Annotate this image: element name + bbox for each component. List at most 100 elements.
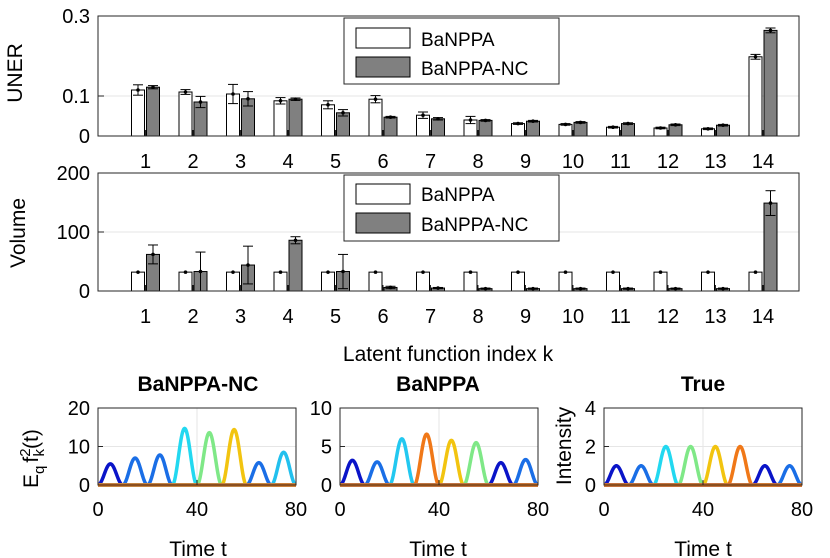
- volume-point-13: [706, 270, 710, 274]
- uner-point-12: [673, 123, 678, 127]
- volume-point-12: [658, 270, 663, 274]
- uner-point-3: [246, 97, 250, 101]
- banppa-xtick-label: 40: [428, 499, 450, 521]
- banppa-nc-xtick-label: 40: [186, 499, 208, 521]
- true-axes-box: [603, 407, 803, 486]
- uner-bar-banppa-6: [368, 98, 383, 137]
- uner-bar-banppa-nc-6: [383, 116, 398, 137]
- banppa-nc-xtick-label: 0: [92, 499, 103, 521]
- volume-point-3: [246, 263, 250, 267]
- volume-legend: BaNPPA BaNPPA-NC: [343, 174, 560, 242]
- volume-point-13: [721, 286, 725, 291]
- banppa-axes-box: [339, 407, 539, 486]
- uner-xtick-label: 2: [187, 151, 198, 173]
- volume-bar-banppa-9: [511, 271, 525, 292]
- volume-xtick-label: 9: [520, 306, 531, 328]
- volume-point-7: [436, 286, 440, 290]
- volume-point-2: [198, 269, 203, 274]
- volume-bar-banppa-5: [321, 271, 335, 292]
- banppa-nc-ytick-label: 0: [79, 475, 90, 497]
- true-ytick-label: 2: [585, 437, 596, 459]
- volume-xtick-label: 6: [377, 306, 388, 328]
- banppa-nc-ylabel-sub: k: [31, 448, 48, 456]
- volume-point-4: [278, 270, 283, 274]
- volume-xtick-label: 10: [562, 306, 584, 328]
- volume-point-14: [753, 270, 758, 274]
- banppa-nc-ylabel-t: (t): [20, 429, 43, 449]
- banppa-ytick-label: 0: [321, 475, 332, 497]
- uner-point-9: [516, 121, 520, 126]
- volume-point-10: [578, 286, 583, 291]
- volume-axes-box: [97, 172, 800, 292]
- banppa-nc-ylabel: Eqf2k(t): [17, 429, 48, 488]
- true-xtick-label: 40: [692, 499, 714, 521]
- volume-point-14: [768, 201, 773, 205]
- uner-xtick-label: 12: [657, 151, 679, 173]
- uner-bar-banppa-2: [178, 91, 193, 137]
- uner-point-13: [721, 123, 725, 127]
- true-xtick-label: 0: [598, 499, 609, 521]
- uner-point-7: [421, 113, 425, 117]
- volume-legend-label-banppa: BaNPPA: [421, 185, 495, 206]
- uner-point-14: [753, 55, 758, 59]
- uner-xtick-label: 4: [282, 151, 293, 173]
- volume-legend-swatch-banppa: [355, 183, 411, 205]
- uner-xtick-label: 14: [752, 151, 774, 173]
- uner-xtick-label: 13: [704, 151, 726, 173]
- uner-xtick-label: 1: [140, 151, 151, 173]
- volume-bar-banppa-nc-4: [288, 239, 303, 292]
- volume-xtick-label: 13: [704, 306, 726, 328]
- uner-xtick-label: 11: [610, 151, 631, 173]
- volume-bar-banppa-4: [273, 271, 288, 292]
- volume-point-2: [183, 270, 188, 274]
- uner-point-9: [531, 119, 535, 123]
- uner-ytick-label: 0: [79, 126, 90, 148]
- volume-xtick-label: 3: [235, 306, 246, 328]
- volume-xlabel: Latent function index k: [343, 343, 554, 366]
- uner-point-8: [468, 118, 473, 122]
- banppa-nc-ytick-label: 20: [68, 398, 90, 420]
- volume-xtick-label: 14: [752, 306, 774, 328]
- true-xtick-label: 80: [791, 499, 813, 521]
- uner-bar-banppa-nc-9: [526, 120, 540, 137]
- uner-xtick-label: 7: [425, 151, 436, 173]
- volume-bar-banppa-nc-14: [763, 202, 778, 292]
- uner-xtick-label: 3: [235, 151, 246, 173]
- volume-point-10: [563, 270, 568, 274]
- banppa-nc-ytick-label: 10: [68, 437, 90, 459]
- uner-bar-banppa-9: [511, 123, 525, 137]
- uner-point-10: [563, 122, 568, 127]
- true-ytick-label: 0: [585, 475, 596, 497]
- uner-bar-banppa-1: [131, 89, 145, 137]
- volume-xtick-label: 12: [657, 306, 679, 328]
- uner-bar-banppa-14: [748, 56, 763, 137]
- uner-bar-banppa-4: [273, 100, 288, 137]
- uner-point-6: [388, 115, 393, 119]
- uner-point-4: [278, 99, 283, 103]
- banppa-nc-xlabel: Time t: [169, 538, 227, 558]
- true-ylabel: Intensity: [553, 406, 576, 485]
- uner-point-2: [183, 90, 188, 94]
- volume-ytick-label: 200: [57, 163, 90, 185]
- banppa-ytick-label: 10: [310, 398, 332, 420]
- uner-point-11: [626, 121, 630, 126]
- volume-bar-banppa-13: [701, 271, 715, 292]
- volume-ylabel: Volume: [7, 198, 30, 268]
- volume-point-9: [516, 270, 520, 274]
- volume-bar-banppa-12: [653, 271, 668, 292]
- uner-point-12: [658, 126, 663, 130]
- volume-point-1: [151, 252, 155, 257]
- volume-xtick-label: 5: [330, 306, 341, 328]
- volume-point-11: [626, 286, 630, 291]
- volume-xtick-label: 8: [472, 306, 483, 328]
- banppa-title: BaNPPA: [396, 373, 480, 396]
- true-ytick-label: 4: [585, 398, 596, 420]
- uner-bar-banppa-nc-10: [573, 121, 588, 137]
- volume-xtick-label: 7: [425, 306, 436, 328]
- volume-xtick-label: 1: [140, 306, 151, 328]
- volume-bar-banppa-3: [226, 271, 240, 292]
- uner-point-13: [706, 127, 710, 131]
- volume-point-3: [231, 270, 235, 274]
- volume-legend-label-banppa-nc: BaNPPA-NC: [421, 215, 528, 236]
